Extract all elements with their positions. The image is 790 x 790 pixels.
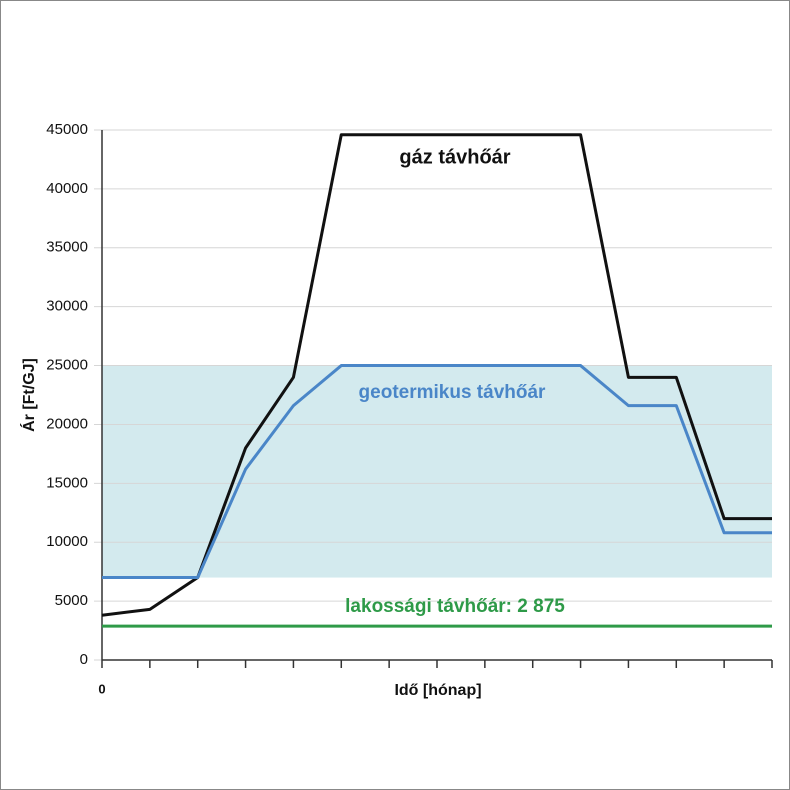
y-tick-label: 20000: [46, 415, 88, 432]
y-tick-label: 5000: [55, 592, 88, 609]
y-tick-label: 10000: [46, 533, 88, 550]
y-tick-label: 0: [80, 651, 88, 668]
y-tick-label: 40000: [46, 180, 88, 197]
y-tick-label: 35000: [46, 239, 88, 256]
x-tick-label: 0: [98, 681, 105, 696]
y-tick-label: 45000: [46, 121, 88, 138]
series-line: [102, 364, 772, 580]
y-tick-label: 30000: [46, 298, 88, 315]
y-tick-label: 15000: [46, 474, 88, 491]
series-label: gáz távhőár: [399, 146, 510, 168]
series-label: geotermikus távhőár: [359, 382, 546, 403]
y-axis-label: Ár [Ft/GJ]: [19, 358, 38, 432]
y-tick-label: 25000: [46, 357, 88, 374]
series-label: lakossági távhőár: 2 875: [345, 596, 565, 617]
x-axis-label: Idő [hónap]: [394, 682, 481, 699]
series-line: [101, 133, 772, 617]
